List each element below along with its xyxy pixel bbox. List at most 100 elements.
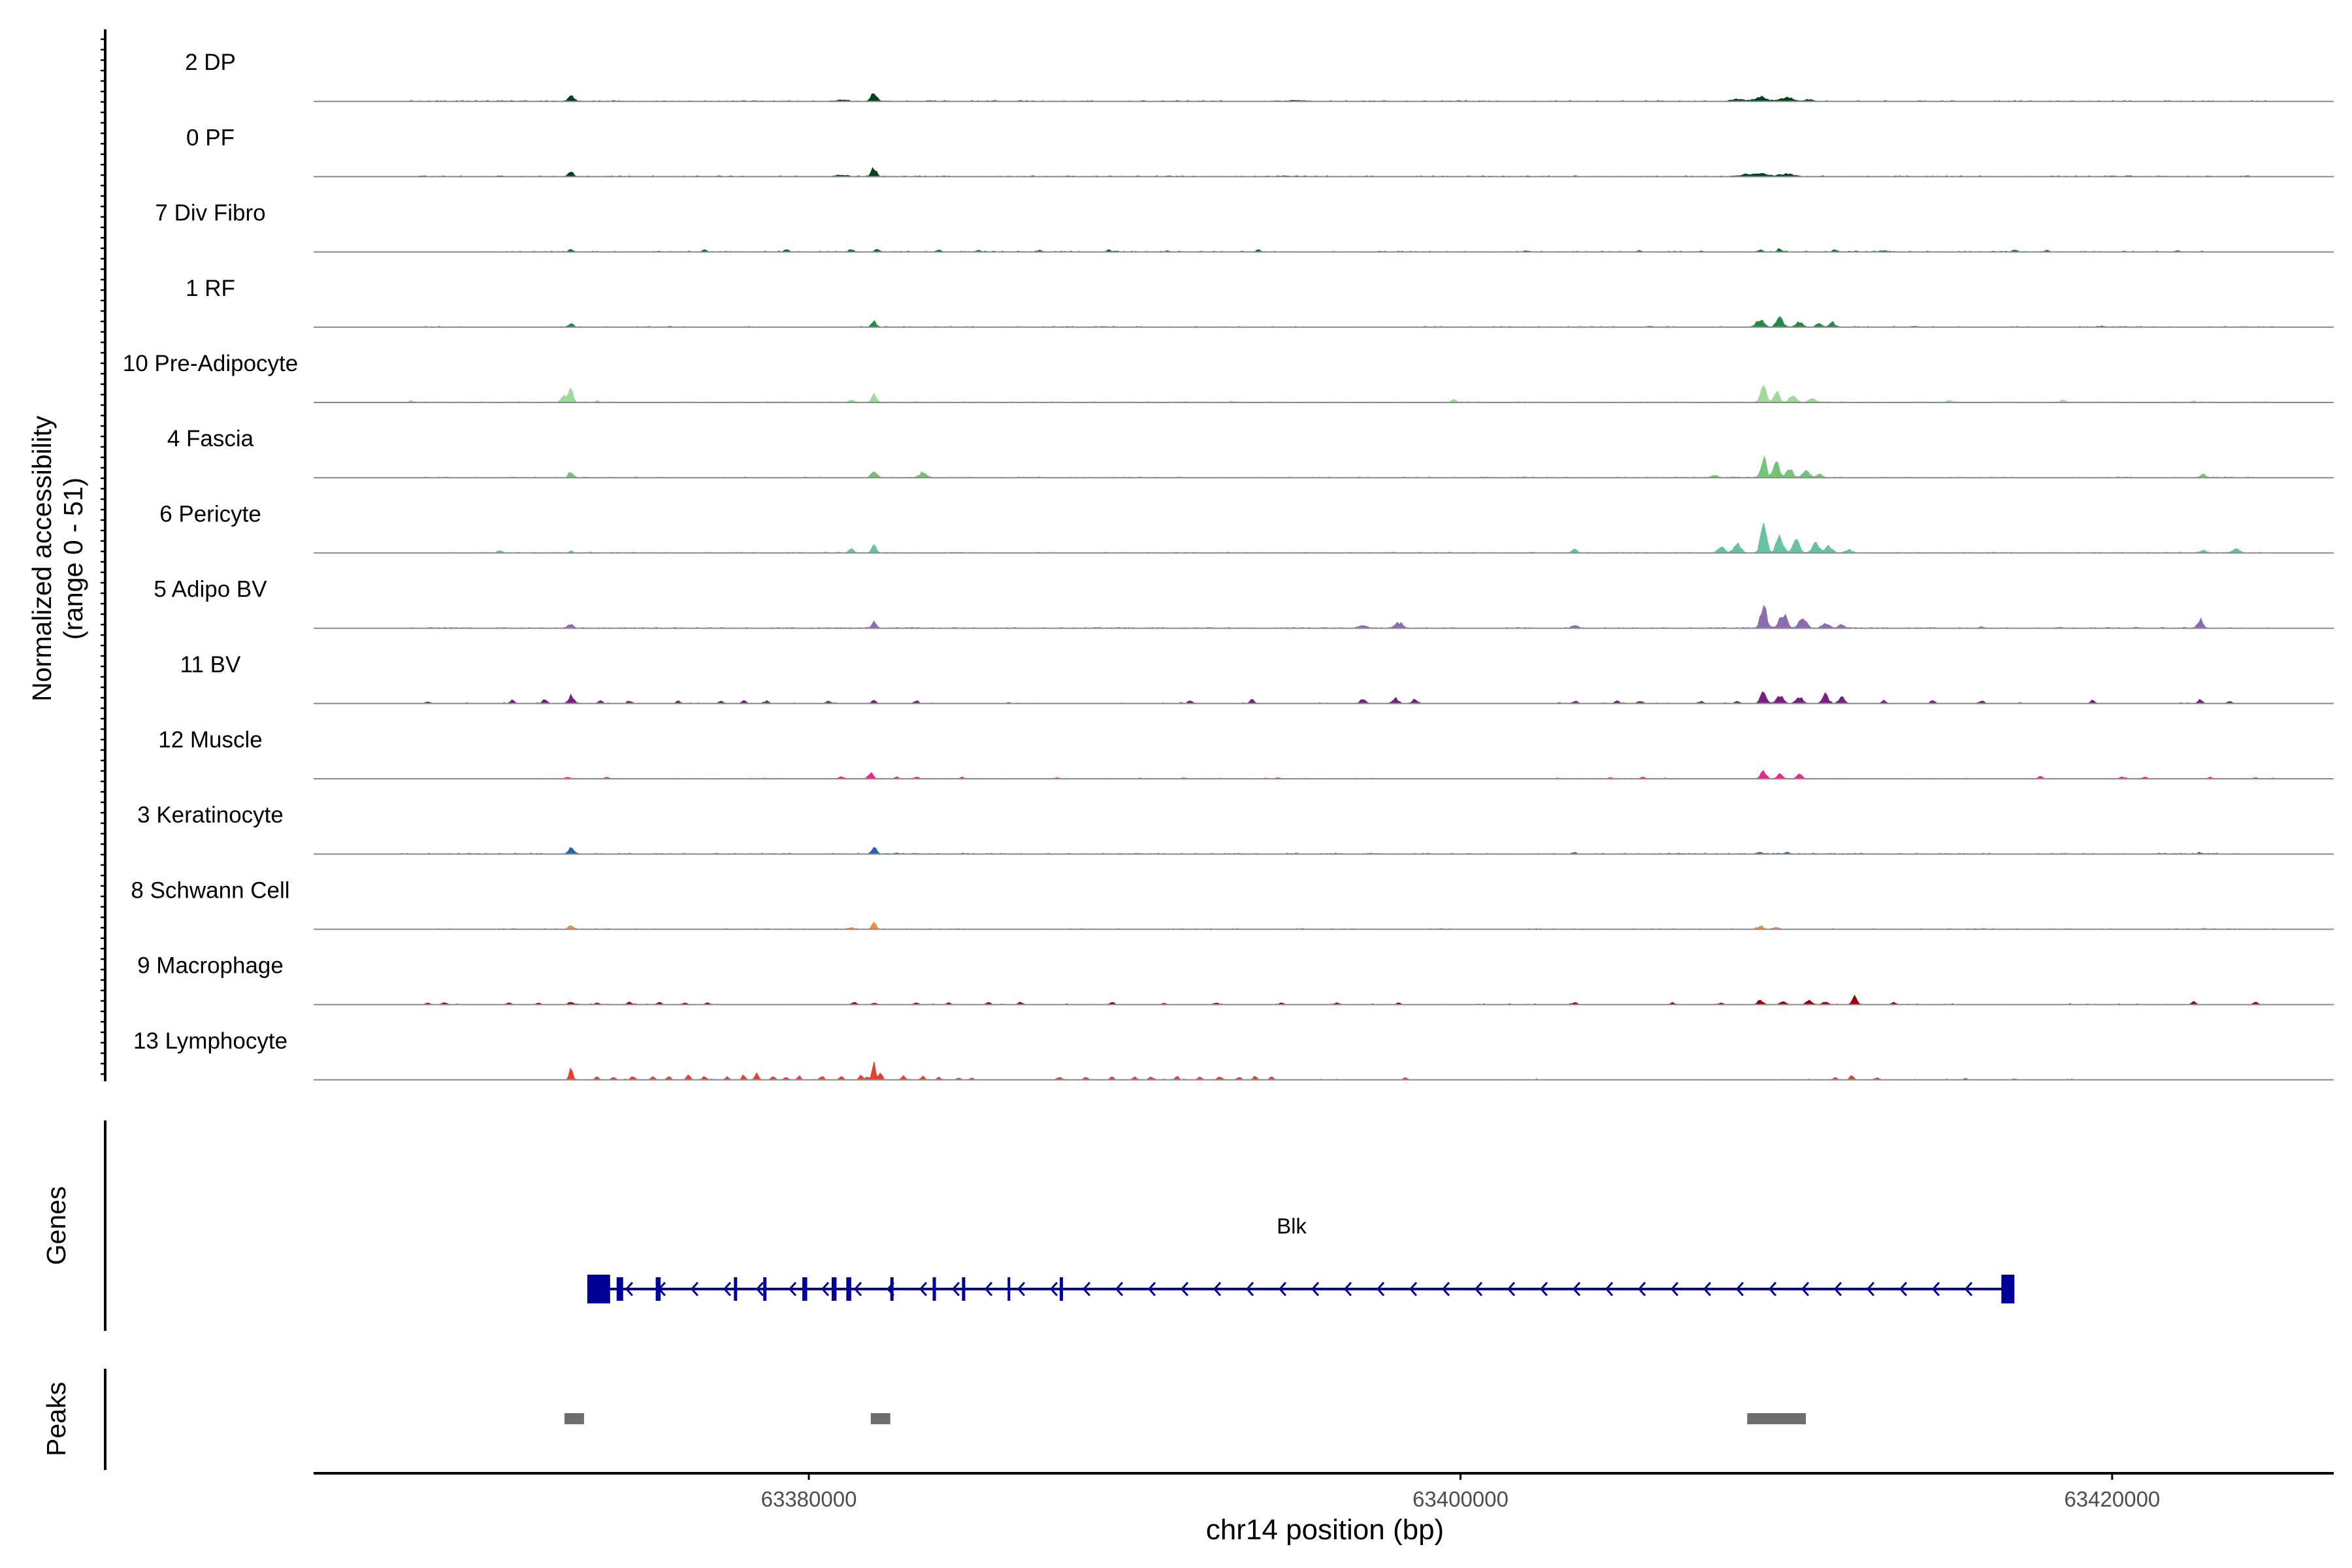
strand-arrow [1343,1281,1352,1297]
coverage-area [401,847,2276,855]
track-5-adipo-bv: 5 Adipo BV [154,577,2334,629]
y-axis-range-label: (range 0 - 51) [58,478,88,640]
track-label: 2 DP [185,50,236,75]
exon [1007,1277,1011,1301]
strand-arrow [1311,1281,1320,1297]
strand-arrow [1899,1281,1908,1297]
exon [846,1277,851,1301]
track-7-div-fibro: 7 Div Fibro [155,201,2334,253]
exon [802,1277,808,1301]
strand-arrow [1539,1281,1548,1297]
coverage-area [417,316,2276,328]
strand-arrow [1213,1281,1222,1297]
track-label: 6 Pericyte [159,501,261,527]
exon [734,1277,738,1301]
exon [962,1277,966,1301]
track-label: 12 Muscle [158,727,263,753]
track-11-bv: 11 BV [180,652,2334,704]
strand-arrow [1180,1281,1189,1297]
exon [932,1277,936,1301]
strand-arrow [951,1281,960,1297]
exon [831,1277,837,1301]
strand-arrow [853,1281,862,1297]
coverage-area [417,455,2276,478]
strand-arrow [788,1281,797,1297]
track-label: 4 Fascia [167,426,254,451]
track-label: 10 Pre-Adipocyte [123,351,298,376]
genes-track-label: Genes [41,1186,71,1266]
coverage-area [417,167,2276,178]
exon [763,1277,767,1301]
track-label: 11 BV [180,652,241,678]
strand-arrow [1964,1281,1973,1297]
strand-arrow [1147,1281,1156,1297]
track-8-schwann-cell: 8 Schwann Cell [131,877,2334,930]
x-axis-ticks: 63380000 63400000 63420000 [761,1473,2160,1511]
strand-arrow [1833,1281,1842,1297]
exon [1060,1277,1064,1301]
strand-arrow [1474,1281,1483,1297]
strand-arrow [723,1281,732,1297]
strand-arrow [1931,1281,1940,1297]
strand-arrow [1441,1281,1450,1297]
y-axis-label: Normalized accessibility [27,416,57,702]
coverage-area [401,93,2276,102]
exon [2001,1275,2015,1303]
strand-arrow [625,1281,634,1297]
strand-arrow [1082,1281,1091,1297]
peaks-track [564,1413,1806,1424]
x-tick-label: 63380000 [761,1487,857,1511]
exon [587,1275,610,1303]
track-label: 7 Div Fibro [155,201,265,226]
strand-arrow [919,1281,928,1297]
track-4-fascia: 4 Fascia [167,426,2334,479]
exon [655,1277,661,1301]
coverage-area [547,770,2276,779]
track-label: 5 Adipo BV [154,577,267,602]
coverage-area [401,604,2276,629]
x-axis-label: chr14 position (bp) [1206,1514,1444,1546]
track-1-rf: 1 RF [186,276,2334,328]
strand-arrow [1017,1281,1026,1297]
strand-arrow [1278,1281,1287,1297]
strand-arrow [821,1281,830,1297]
exon [890,1277,894,1301]
track-label: 9 Macrophage [137,953,284,979]
coverage-area [564,1062,2112,1081]
strand-arrow [755,1281,764,1297]
track-10-pre-adipocyte: 10 Pre-Adipocyte [123,351,2334,403]
track-label: 13 Lymphocyte [133,1028,287,1054]
peak-region [870,1413,890,1424]
coverage-tracks: 2 DP 0 PF 7 Div Fibro 1 RF 10 Pre-Adipocyte 4… [123,50,2334,1081]
track-9-macrophage: 9 Macrophage [137,953,2334,1005]
exon [616,1277,623,1301]
track-label: 8 Schwann Cell [131,877,289,903]
strand-arrow [1637,1281,1646,1297]
coverage-y-ticks [101,38,105,1075]
track-3-keratinocyte: 3 Keratinocyte [137,802,2334,855]
strand-arrow [1376,1281,1385,1297]
track-0-pf: 0 PF [186,125,2334,178]
strand-arrow [690,1281,699,1297]
gene-name-label: Blk [1277,1214,1307,1238]
strand-arrow [1801,1281,1810,1297]
strand-arrow [984,1281,993,1297]
coverage-area [449,523,2276,554]
track-label: 3 Keratinocyte [137,802,284,828]
x-tick-label: 63420000 [2064,1487,2160,1511]
strand-arrow [1670,1281,1679,1297]
peaks-track-label: Peaks [41,1382,71,1456]
strand-arrow [1735,1281,1744,1297]
track-2-dp: 2 DP [185,50,2334,103]
strand-arrow [1605,1281,1614,1297]
strand-arrow [1768,1281,1777,1297]
coverage-area [401,385,2276,403]
strand-arrow [1703,1281,1712,1297]
peak-region [1747,1413,1806,1424]
gene-track [587,1275,2015,1303]
strand-arrow [1115,1281,1124,1297]
coverage-area [417,691,2276,704]
strand-arrow [1409,1281,1418,1297]
strand-arrow [1245,1281,1254,1297]
